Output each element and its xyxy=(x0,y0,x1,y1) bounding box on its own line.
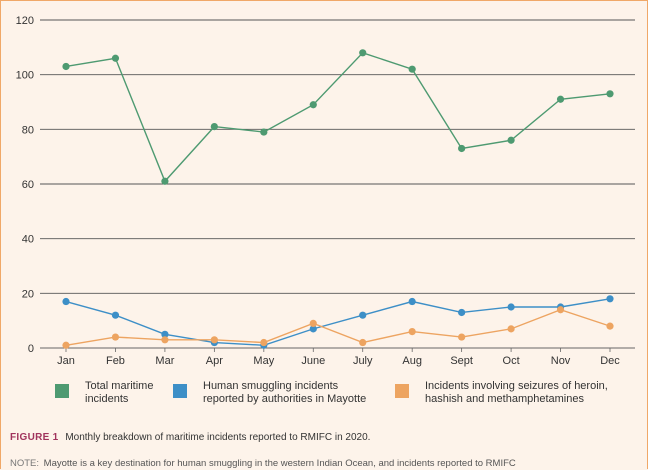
legend: Total maritime incidents Human smuggling… xyxy=(0,380,648,420)
data-point-0 xyxy=(161,177,169,185)
data-point-0 xyxy=(260,128,268,136)
x-tick-label: July xyxy=(353,355,373,367)
figure-caption: FIGURE 1 Monthly breakdown of maritime i… xyxy=(10,432,370,443)
x-tick-label: Dec xyxy=(600,355,620,367)
data-point-2 xyxy=(260,338,268,347)
x-tick-label: June xyxy=(301,355,325,367)
data-point-1 xyxy=(507,303,515,311)
y-tick-label: 120 xyxy=(16,15,34,27)
legend-swatch-smuggling xyxy=(173,384,187,398)
series-layer xyxy=(62,49,614,349)
data-point-0 xyxy=(210,123,218,131)
data-point-2 xyxy=(408,328,416,336)
legend-label-smuggling: Human smuggling incidents reported by au… xyxy=(203,380,366,406)
data-point-0 xyxy=(62,62,70,71)
legend-label-total-line2: incidents xyxy=(85,393,129,405)
x-tick-label: Oct xyxy=(503,355,520,367)
legend-label-seizures-line2: hashish and methamphetamines xyxy=(425,393,584,405)
data-point-2 xyxy=(359,338,367,347)
data-point-1 xyxy=(458,308,466,317)
data-point-2 xyxy=(309,319,317,327)
y-tick-label: 40 xyxy=(22,234,34,246)
data-point-2 xyxy=(161,336,169,344)
y-tick-label: 100 xyxy=(16,70,34,82)
data-point-0 xyxy=(606,90,614,98)
data-point-2 xyxy=(606,322,614,330)
grid-lines xyxy=(40,19,635,349)
series-line-1 xyxy=(65,298,611,346)
y-tick-label: 0 xyxy=(28,343,34,355)
legend-item-total: Total maritime incidents xyxy=(55,380,153,406)
data-point-1 xyxy=(111,311,120,319)
legend-label-seizures-line1: Incidents involving seizures of heroin, xyxy=(425,380,608,392)
figure-label: FIGURE 1 xyxy=(10,432,59,443)
data-point-2 xyxy=(507,325,515,333)
data-point-1 xyxy=(606,295,614,303)
data-point-1 xyxy=(309,325,317,333)
data-point-1 xyxy=(359,311,367,319)
data-point-2 xyxy=(111,333,120,341)
line-chart: 0 20 40 60 80 100 120 Jan Feb Mar Apr May June July A… xyxy=(16,15,635,367)
legend-label-smuggling-line1: Human smuggling incidents xyxy=(203,380,339,392)
legend-swatch-total xyxy=(55,384,69,398)
data-point-0 xyxy=(309,101,317,109)
data-point-1 xyxy=(408,297,416,306)
legend-label-total: Total maritime incidents xyxy=(85,380,153,406)
x-tick-label: Mar xyxy=(155,355,174,367)
legend-item-smuggling: Human smuggling incidents reported by au… xyxy=(173,380,366,406)
note-label: NOTE: xyxy=(10,458,40,469)
data-point-0 xyxy=(507,136,515,144)
x-tick-label: Sept xyxy=(450,355,473,367)
x-tick-label: Jan xyxy=(57,355,75,367)
x-tick-label: Feb xyxy=(106,355,125,367)
figure-note: NOTE: Mayotte is a key destination for h… xyxy=(10,458,516,469)
data-point-1 xyxy=(62,297,70,306)
legend-label-smuggling-line2: reported by authorities in Mayotte xyxy=(203,393,367,405)
x-tick-label: Nov xyxy=(551,355,571,367)
data-point-0 xyxy=(359,49,367,57)
data-point-2 xyxy=(556,306,565,314)
data-point-2 xyxy=(62,341,70,349)
x-tick-label: Apr xyxy=(206,355,223,367)
data-point-1 xyxy=(161,330,169,338)
y-tick-label: 20 xyxy=(22,288,34,300)
x-tick-label: Aug xyxy=(402,355,422,367)
legend-label-seizures: Incidents involving seizures of heroin, … xyxy=(425,380,608,406)
data-point-0 xyxy=(458,144,466,153)
x-tick-label: May xyxy=(253,355,274,367)
legend-item-seizures: Incidents involving seizures of heroin, … xyxy=(395,380,608,406)
series-line-2 xyxy=(65,308,611,346)
x-axis-ticks: Jan Feb Mar Apr May June July Aug Sept Oct Nov Dec xyxy=(57,348,620,367)
y-tick-label: 80 xyxy=(22,124,34,136)
data-point-0 xyxy=(408,65,416,73)
legend-swatch-seizures xyxy=(395,384,409,398)
figure-caption-text: Monthly breakdown of maritime incidents … xyxy=(65,432,371,443)
series-line-0 xyxy=(65,51,611,183)
data-point-0 xyxy=(556,95,565,103)
note-text: Mayotte is a key destination for human s… xyxy=(43,458,516,469)
y-axis-ticks: 0 20 40 60 80 100 120 xyxy=(16,15,34,355)
data-point-2 xyxy=(210,336,218,344)
legend-label-total-line1: Total maritime xyxy=(85,380,154,392)
y-tick-label: 60 xyxy=(22,179,34,191)
data-point-0 xyxy=(111,54,120,62)
data-point-2 xyxy=(458,333,466,341)
